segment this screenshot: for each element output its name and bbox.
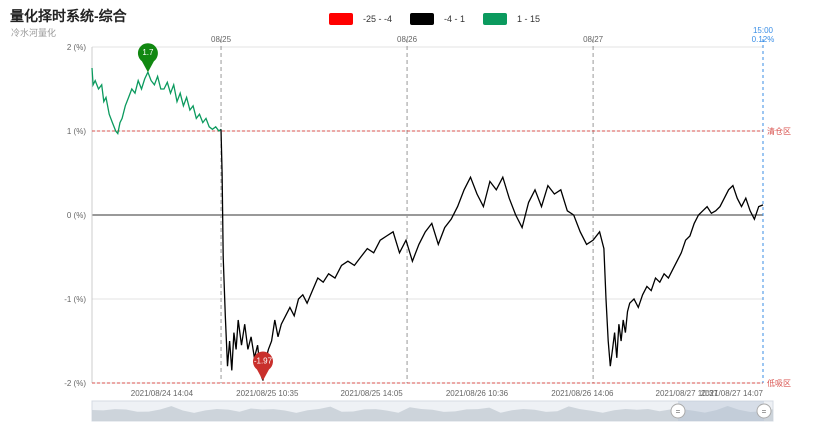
day-label: 08/27 bbox=[583, 35, 604, 44]
end-marker-value: 0.12% bbox=[752, 35, 775, 44]
y-tick-label: 0 (%) bbox=[67, 211, 86, 220]
zoom-slider-preview bbox=[92, 406, 773, 421]
legend-item-red[interactable]: -25 - -4 bbox=[329, 13, 392, 25]
legend-swatch-black bbox=[410, 13, 435, 25]
end-marker-time: 15:00 bbox=[753, 26, 774, 35]
x-tick-label: 2021/08/24 14:04 bbox=[131, 389, 194, 398]
legend-label-red: -25 - -4 bbox=[363, 14, 393, 24]
max-pin-marker bbox=[137, 43, 158, 73]
y-tick-label: -1 (%) bbox=[64, 295, 86, 304]
min-pin-marker bbox=[252, 351, 273, 381]
legend-swatch-red bbox=[329, 13, 353, 25]
x-tick-label: 2021/08/26 14:06 bbox=[551, 389, 614, 398]
series-line-0 bbox=[91, 67, 222, 135]
x-tick-label: 2021/08/27 14:07 bbox=[701, 389, 764, 398]
series-line-1 bbox=[220, 129, 764, 381]
legend-item-green[interactable]: 1 - 15 bbox=[483, 13, 540, 25]
zoom-slider-window[interactable] bbox=[678, 401, 764, 421]
y-tick-label: 1 (%) bbox=[67, 127, 86, 136]
chart-subtitle: 冷水河量化 bbox=[11, 28, 57, 38]
legend-swatch-green bbox=[483, 13, 508, 25]
x-tick-label: 2021/08/27 10:37 bbox=[656, 389, 719, 398]
zoom-handle-right[interactable] bbox=[756, 403, 772, 419]
x-tick-label: 2021/08/25 10:35 bbox=[236, 389, 299, 398]
threshold-label: 清仓区 bbox=[767, 126, 791, 136]
min-pin-label: -1.97 bbox=[254, 356, 273, 365]
y-tick-label: 2 (%) bbox=[67, 43, 86, 52]
zoom-handle-left[interactable] bbox=[670, 403, 686, 419]
zoom-handle-left-glyph: = bbox=[676, 407, 681, 416]
x-tick-label: 2021/08/26 10:36 bbox=[446, 389, 509, 398]
zoom-handle-right-glyph: = bbox=[762, 407, 767, 416]
legend-item-black[interactable]: -4 - 1 bbox=[410, 13, 465, 25]
threshold-label: 低吸区 bbox=[767, 378, 791, 388]
chart-title: 量化择时系统-综合 bbox=[10, 8, 127, 24]
max-pin-label: 1.7 bbox=[142, 48, 154, 57]
legend-label-green: 1 - 15 bbox=[517, 14, 541, 24]
day-label: 08/25 bbox=[211, 35, 232, 44]
legend: -25 - -4 -4 - 1 1 - 15 bbox=[329, 13, 558, 25]
y-tick-label: -2 (%) bbox=[64, 379, 86, 388]
day-label: 08/26 bbox=[397, 35, 418, 44]
legend-label-black: -4 - 1 bbox=[444, 14, 466, 24]
x-tick-label: 2021/08/25 14:05 bbox=[340, 389, 403, 398]
